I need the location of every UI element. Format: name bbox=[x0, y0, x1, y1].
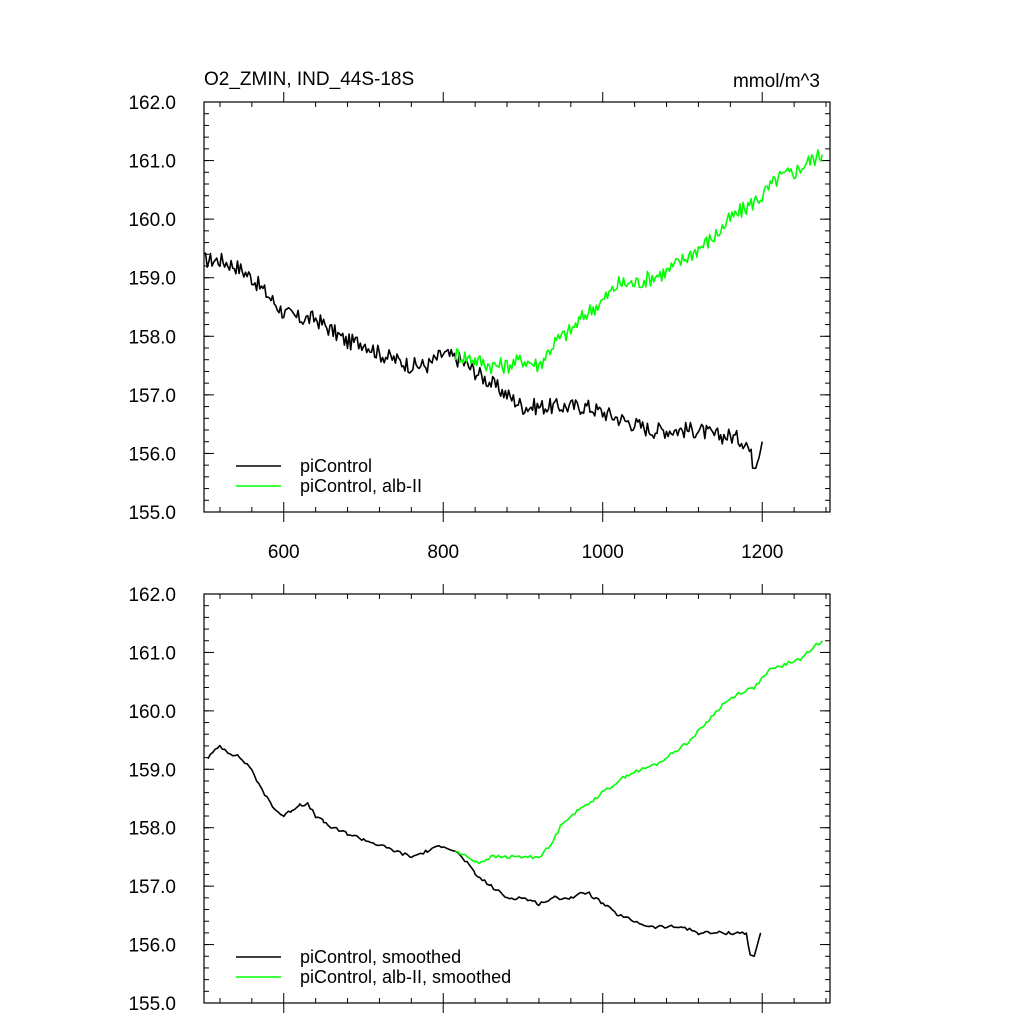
legend-label: piControl, alb-II, smoothed bbox=[300, 967, 511, 987]
y-tick-label: 161.0 bbox=[128, 152, 176, 173]
y-tick-label: 158.0 bbox=[128, 327, 176, 348]
legend-label: piControl bbox=[300, 456, 372, 476]
y-tick-label: 161.0 bbox=[128, 643, 176, 664]
y-tick-label: 155.0 bbox=[128, 503, 176, 524]
y-tick-label: 155.0 bbox=[128, 994, 176, 1015]
y-tick-label: 157.0 bbox=[128, 386, 176, 407]
series-line-picontrol-alb-ii bbox=[454, 149, 823, 375]
y-tick-label: 160.0 bbox=[128, 210, 176, 231]
y-tick-label: 159.0 bbox=[128, 269, 176, 290]
y-tick-label: 159.0 bbox=[128, 760, 176, 781]
units-label: mmol/m^3 bbox=[733, 71, 820, 92]
y-tick-label: 160.0 bbox=[128, 702, 176, 723]
y-tick-label: 156.0 bbox=[128, 444, 176, 465]
plot-frame bbox=[203, 101, 831, 513]
y-tick-label: 162.0 bbox=[128, 93, 176, 114]
x-tick-label: 800 bbox=[427, 542, 459, 563]
x-tick-label: 1000 bbox=[582, 542, 624, 563]
legend-label: piControl, smoothed bbox=[300, 947, 461, 967]
chart-title: O2_ZMIN, IND_44S-18S bbox=[204, 69, 414, 90]
x-tick-label: 1200 bbox=[741, 542, 783, 563]
y-tick-label: 158.0 bbox=[128, 819, 176, 840]
y-tick-label: 156.0 bbox=[128, 936, 176, 957]
y-tick-label: 157.0 bbox=[128, 877, 176, 898]
series-line-picontrol bbox=[207, 744, 762, 958]
top-panel: 155.0 156.0 157.0 158.0 159.0 160.0 161.0 162.0… bbox=[128, 92, 831, 563]
plot-frame bbox=[203, 593, 831, 1004]
series-line-picontrol-alb-ii bbox=[455, 640, 823, 865]
x-tick-label: 600 bbox=[268, 542, 300, 563]
series-line-picontrol bbox=[203, 252, 763, 470]
legend-label: piControl, alb-II bbox=[300, 476, 422, 496]
bottom-panel: 155.0 156.0 157.0 158.0 159.0 160.0 161.0 162.0… bbox=[128, 584, 831, 1015]
y-tick-label: 162.0 bbox=[128, 585, 176, 606]
